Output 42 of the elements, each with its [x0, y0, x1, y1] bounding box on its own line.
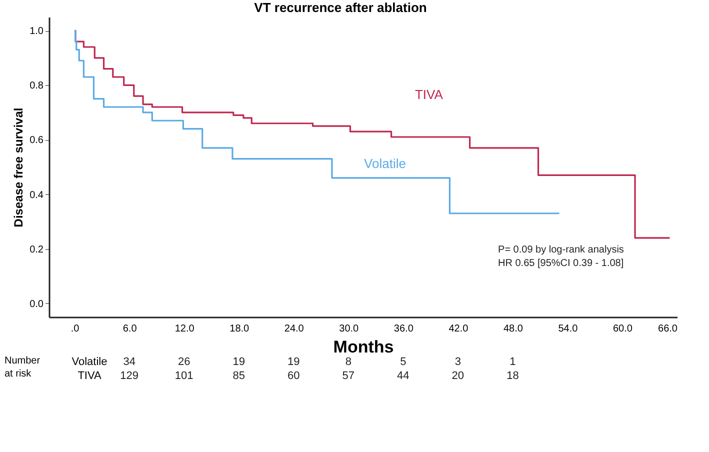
data-label: 101	[174, 370, 194, 382]
data-label: 19	[232, 356, 245, 368]
x-tick-label: 42.0	[448, 324, 469, 334]
series-label: Volatile	[364, 156, 406, 171]
x-tick-label: 48.0	[503, 324, 524, 334]
chart-title: VT recurrence after ablation	[254, 0, 427, 15]
x-tick-label: .0	[70, 324, 80, 334]
data-label: 60	[288, 370, 300, 382]
y-tick-label: 0.0	[30, 298, 44, 310]
data-label: 20	[452, 370, 464, 382]
y-tick-label: 1.0	[30, 26, 44, 38]
data-label: 8	[345, 356, 352, 368]
x-tick-label: 12.0	[174, 324, 195, 334]
annotation: P= 0.09 by log-rank analysis	[498, 244, 624, 256]
y-tick-label: 0.2	[30, 244, 44, 256]
x-tick-label: 66.0	[658, 324, 678, 334]
x-tick-label: 36.0	[394, 324, 414, 334]
data-label: 1	[510, 356, 516, 368]
x-tick-label: 54.0	[558, 324, 578, 334]
x-tick-label: 60.0	[613, 324, 633, 334]
x-tick-label: 6.0	[122, 324, 138, 334]
annotation: HR 0.65 [95%CI 0.39 - 1.08]	[498, 258, 624, 269]
data-label: 44	[397, 370, 410, 382]
y-axis-title: Number at risk	[4, 356, 41, 380]
data-label: 18	[506, 370, 519, 382]
x-axis-title: Months	[333, 338, 394, 356]
data-label: 34	[123, 356, 136, 368]
data-label: 57	[342, 370, 355, 382]
data-label: 129	[120, 370, 139, 382]
y-tick-label: 0.8	[30, 80, 44, 92]
y-tick-label: 0.4	[30, 190, 44, 201]
y-tick-label: 0.6	[30, 135, 44, 146]
data-label: 5	[400, 356, 406, 368]
x-tick-label: 18.0	[230, 324, 250, 334]
data-label: 19	[288, 356, 300, 368]
x-tick-label: 30.0	[339, 324, 360, 334]
x-tick-label: 24.0	[284, 324, 304, 334]
text: TIVA	[414, 87, 444, 102]
data-label: 3	[454, 356, 461, 368]
data-label: 85	[232, 370, 245, 382]
y-axis-title: Disease free survival	[12, 108, 26, 228]
data-label: 26	[178, 356, 190, 368]
